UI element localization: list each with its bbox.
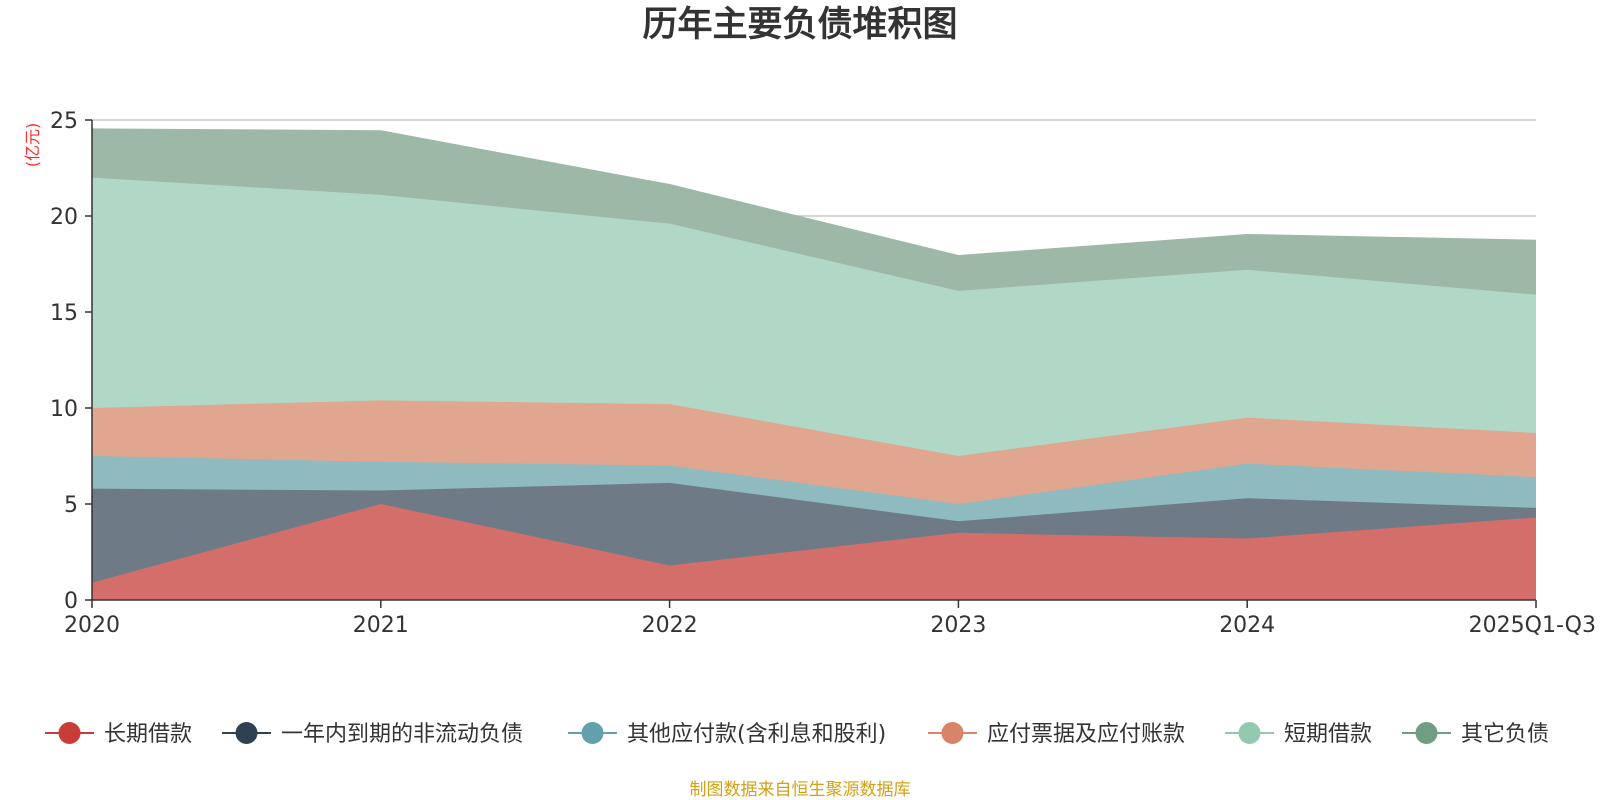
- legend-marker: [235, 722, 258, 744]
- legend-label: 其他应付款(含利息和股利): [627, 722, 886, 747]
- x-tick-label: 2025Q1-Q3: [1469, 613, 1596, 638]
- legend-item-3[interactable]: 应付票据及应付账款: [928, 722, 1185, 747]
- legend-label: 一年内到期的非流动负债: [281, 722, 523, 747]
- area-series-3: [92, 400, 1536, 504]
- legend-marker: [58, 722, 81, 744]
- area-series-0: [92, 504, 1536, 600]
- x-tick-label: 2022: [642, 613, 698, 638]
- legend-item-4[interactable]: 短期借款: [1225, 722, 1372, 747]
- area-series-4: [92, 177, 1536, 456]
- legend: 长期借款 一年内到期的非流动负债 其他应付款(含利息和股利) 应付票据及应付账款 短期借…: [45, 722, 1549, 747]
- y-tick-label: 0: [64, 589, 78, 614]
- y-tick-label: 10: [50, 397, 78, 422]
- x-tick-label: 2024: [1219, 613, 1275, 638]
- x-tick-label: 2020: [64, 613, 120, 638]
- legend-item-2[interactable]: 其他应付款(含利息和股利): [568, 722, 886, 747]
- legend-marker: [1238, 722, 1261, 744]
- area-series-2: [92, 456, 1536, 522]
- chart-title: 历年主要负债堆积图: [642, 5, 957, 45]
- x-tick-label: 2023: [930, 613, 986, 638]
- legend-label: 短期借款: [1284, 722, 1372, 747]
- legend-item-0[interactable]: 长期借款: [45, 722, 192, 747]
- stacked-areas: [91, 128, 1537, 600]
- area-series-1: [92, 482, 1536, 583]
- axes: 0 5 10 15 20 25 2020 2021 2022 2023 2024 2025Q1-Q3: [50, 109, 1596, 638]
- area-series-5: [92, 129, 1536, 295]
- legend-item-5[interactable]: 其它负债: [1402, 722, 1549, 747]
- area-series-edge-5: [91, 128, 1537, 258]
- y-tick-label: 25: [50, 109, 78, 134]
- legend-item-1[interactable]: 一年内到期的非流动负债: [222, 722, 523, 747]
- y-tick-label: 5: [64, 493, 78, 518]
- legend-label: 其它负债: [1461, 722, 1549, 747]
- legend-marker: [581, 722, 604, 744]
- y-tick-label: 20: [50, 205, 78, 230]
- y-tick-label: 15: [50, 301, 78, 326]
- legend-label: 应付票据及应付账款: [987, 722, 1185, 747]
- legend-label: 长期借款: [104, 722, 192, 747]
- y-axis-unit-label: (亿元): [23, 123, 42, 168]
- x-tick-label: 2021: [353, 613, 409, 638]
- data-source-note: 制图数据来自恒生聚源数据库: [690, 780, 911, 800]
- legend-marker: [1415, 722, 1438, 744]
- legend-marker: [941, 722, 964, 744]
